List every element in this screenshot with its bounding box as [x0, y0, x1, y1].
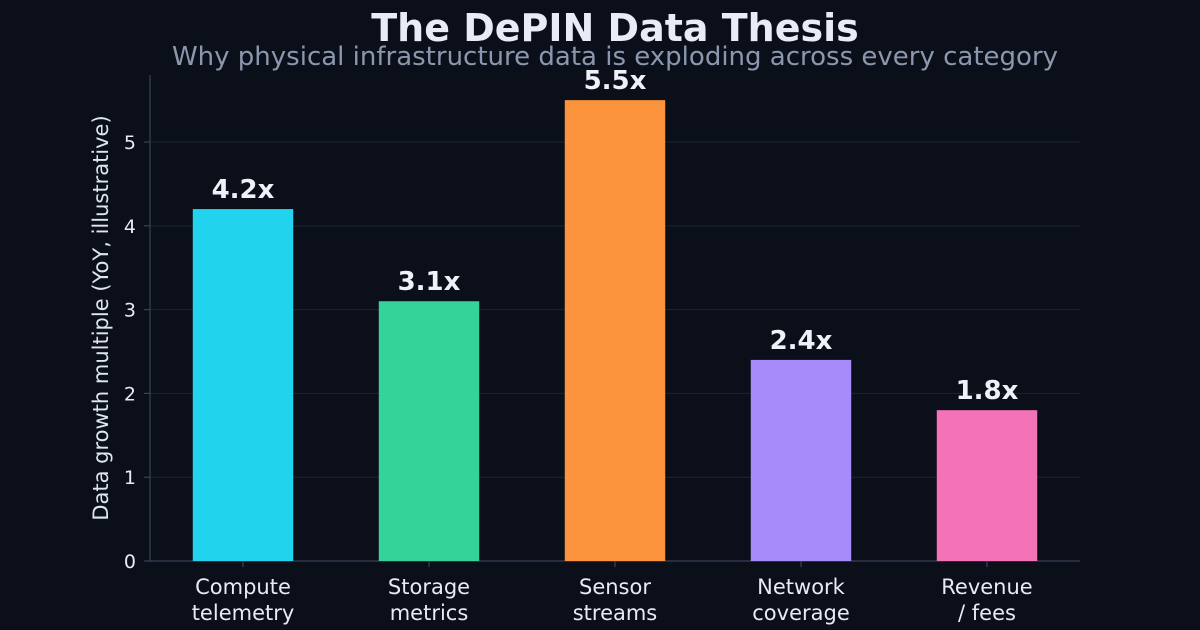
x-tick-label: metrics — [390, 601, 469, 625]
bar — [192, 209, 294, 561]
chart-subtitle: Why physical infrastructure data is expl… — [172, 42, 1058, 72]
chart-title: The DePIN Data Thesis — [371, 6, 859, 50]
bar-value-label: 2.4x — [770, 326, 833, 356]
bar — [936, 410, 1038, 561]
y-tick-label: 5 — [124, 132, 136, 154]
bar-value-label: 5.5x — [584, 66, 647, 96]
x-tick-label: coverage — [752, 601, 850, 625]
x-tick-label: Revenue — [941, 575, 1032, 599]
bar — [378, 301, 480, 561]
x-tick-label: streams — [573, 601, 658, 625]
y-tick-label: 4 — [124, 216, 136, 238]
x-tick-label: telemetry — [192, 601, 295, 625]
y-axis-label: Data growth multiple (YoY, illustrative) — [89, 115, 113, 520]
x-tick-label: / fees — [958, 601, 1016, 625]
bar — [750, 359, 852, 561]
x-tick-label: Storage — [388, 575, 470, 599]
bar-value-label: 1.8x — [956, 376, 1019, 406]
y-tick-label: 3 — [124, 300, 136, 322]
x-tick-label: Sensor — [579, 575, 651, 599]
y-tick-label: 0 — [124, 551, 136, 573]
bar-value-label: 4.2x — [212, 175, 275, 205]
x-tick-label: Network — [757, 575, 846, 599]
y-tick-label: 1 — [124, 467, 136, 489]
y-tick-label: 2 — [124, 383, 136, 405]
bar — [564, 100, 666, 561]
bar-value-label: 3.1x — [398, 267, 461, 297]
x-tick-label: Compute — [195, 575, 291, 599]
bars — [192, 100, 1038, 561]
